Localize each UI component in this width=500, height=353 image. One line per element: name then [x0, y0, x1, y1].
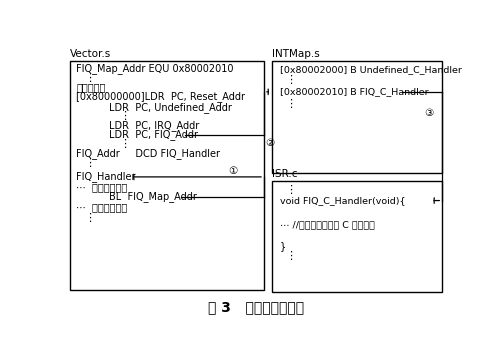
Text: BL  FIQ_Map_Addr: BL FIQ_Map_Addr: [109, 191, 197, 202]
Text: ⋮: ⋮: [84, 158, 95, 168]
Text: ISR.c: ISR.c: [272, 169, 297, 179]
Text: ⋯  ；保存上下文: ⋯ ；保存上下文: [76, 182, 128, 192]
Text: LDR  PC, FIQ_Addr: LDR PC, FIQ_Addr: [109, 129, 198, 140]
Text: ⋮: ⋮: [286, 98, 296, 108]
Text: FIQ_Addr     DCD FIQ_Handler: FIQ_Addr DCD FIQ_Handler: [76, 148, 220, 159]
Text: LDR  PC, IRQ_Addr: LDR PC, IRQ_Addr: [109, 120, 199, 131]
Text: void FIQ_C_Handler(void){: void FIQ_C_Handler(void){: [280, 196, 405, 205]
Text: ⋮: ⋮: [286, 251, 296, 261]
Text: ②: ②: [265, 138, 274, 148]
Text: FIQ_Map_Addr EQU 0x80002010: FIQ_Map_Addr EQU 0x80002010: [76, 63, 234, 74]
Text: LDR  PC, Undefined_Addr: LDR PC, Undefined_Addr: [109, 102, 232, 113]
Text: ⋮: ⋮: [118, 139, 130, 149]
Text: INTMap.s: INTMap.s: [272, 49, 320, 59]
FancyBboxPatch shape: [70, 61, 264, 290]
Text: ⋮: ⋮: [84, 213, 95, 223]
Text: ⋮: ⋮: [84, 73, 95, 83]
Text: }: }: [280, 241, 286, 251]
Text: ③: ③: [424, 108, 434, 118]
FancyBboxPatch shape: [272, 61, 442, 173]
Text: ⋮: ⋮: [118, 111, 130, 121]
Text: ①: ①: [228, 167, 237, 176]
Text: ⋯  ；恢复上下文: ⋯ ；恢复上下文: [76, 202, 128, 212]
Text: [0x80000000]LDR  PC, Reset_Addr: [0x80000000]LDR PC, Reset_Addr: [76, 91, 245, 102]
Text: 图 3   快中断处理流程: 图 3 快中断处理流程: [208, 300, 304, 315]
Text: [0x80002000] B Undefined_C_Handler: [0x80002000] B Undefined_C_Handler: [280, 65, 462, 74]
FancyBboxPatch shape: [272, 181, 442, 292]
Text: ⋮: ⋮: [286, 75, 296, 85]
Text: ⋮: ⋮: [286, 185, 296, 196]
Text: ⋯ //实际的中断服务 C 语言代码: ⋯ //实际的中断服务 C 语言代码: [280, 220, 374, 229]
Text: [0x80002010] B FIQ_C_Handler: [0x80002010] B FIQ_C_Handler: [280, 87, 428, 96]
Text: ；中断向量: ；中断向量: [76, 82, 106, 92]
Text: FIQ_Handler: FIQ_Handler: [76, 172, 136, 183]
Text: Vector.s: Vector.s: [70, 49, 112, 59]
